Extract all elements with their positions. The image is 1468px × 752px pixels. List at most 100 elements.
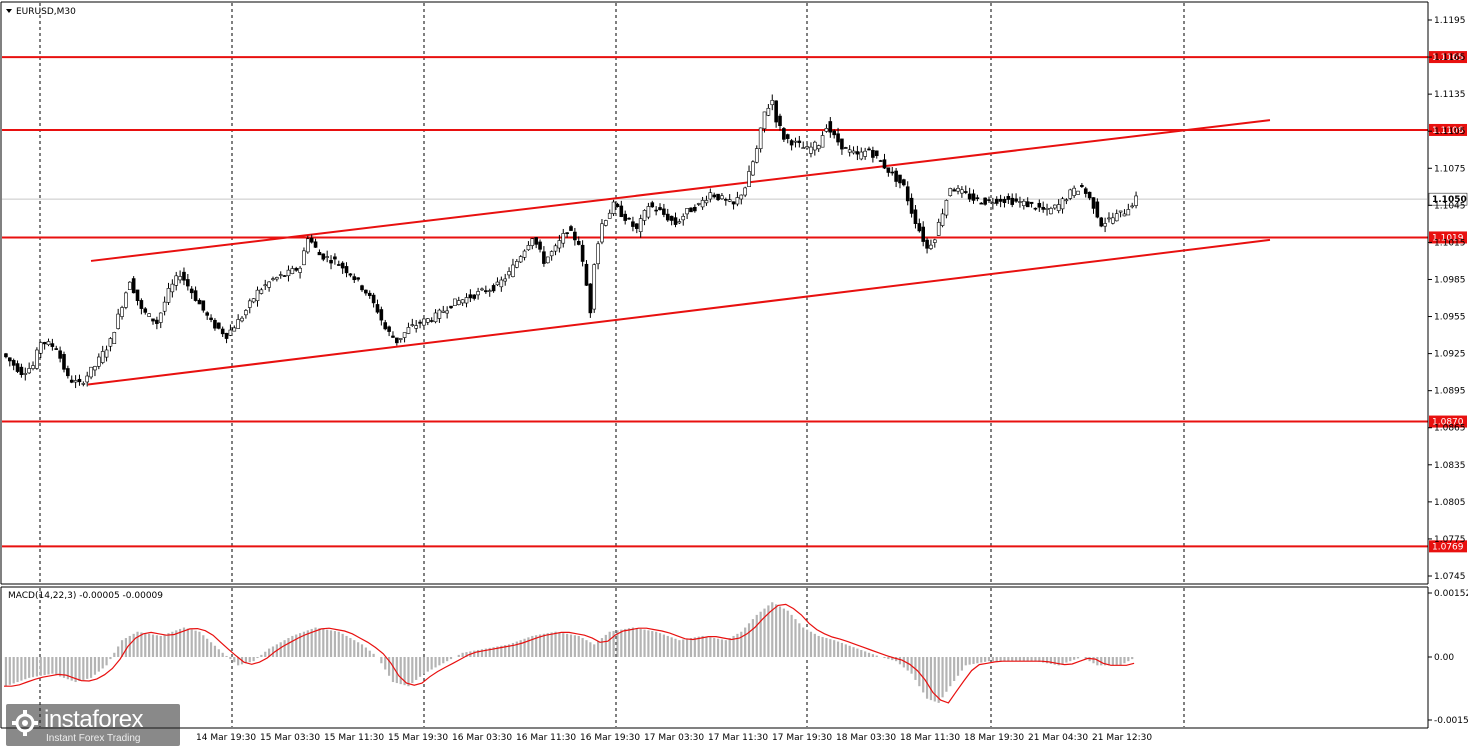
candle <box>321 253 326 262</box>
time-tick-label: 15 Mar 19:30 <box>388 733 448 743</box>
candle-body <box>898 174 902 184</box>
candle <box>367 290 372 299</box>
candle-body <box>460 299 465 304</box>
candle <box>263 279 268 290</box>
instaforex-logo: instaforex Instant Forex Trading <box>6 704 180 746</box>
candle-body <box>565 232 569 235</box>
candle-body <box>464 297 469 304</box>
candle <box>925 237 929 254</box>
candle <box>1068 188 1073 201</box>
candle-body <box>611 201 616 214</box>
candle-body <box>592 264 597 310</box>
candle-body <box>1049 208 1053 215</box>
candle <box>406 322 411 335</box>
candle <box>696 202 701 207</box>
candle-body <box>936 222 941 236</box>
candle-body <box>1010 197 1015 205</box>
candle-body <box>375 304 380 313</box>
candle-body <box>751 161 755 176</box>
candle <box>975 194 980 202</box>
candle-body <box>27 368 31 374</box>
candle-body <box>425 318 430 323</box>
candle <box>166 282 171 305</box>
candle-body <box>1130 205 1134 208</box>
candle <box>929 239 933 251</box>
candle-body <box>743 187 747 196</box>
candle-body <box>453 298 457 307</box>
candle-body <box>902 179 906 186</box>
candle <box>836 127 840 146</box>
candle-body <box>255 289 260 302</box>
candle-body <box>333 256 337 260</box>
candle <box>1006 193 1011 204</box>
candle <box>921 221 925 247</box>
candle-body <box>360 285 364 291</box>
time-tick-label: 18 Mar 19:30 <box>964 733 1024 743</box>
price-tick-label: 1.1195 <box>1434 16 1466 26</box>
level-label: 1.1019 <box>1432 233 1464 243</box>
candle <box>93 365 97 377</box>
candle <box>402 332 407 343</box>
candle <box>824 124 829 133</box>
candle-body <box>414 325 418 329</box>
candle <box>782 127 786 143</box>
candle <box>364 289 368 296</box>
candle-body <box>197 299 202 305</box>
candle <box>1099 216 1104 228</box>
time-tick-label: 18 Mar 11:30 <box>900 733 960 743</box>
candle <box>220 326 225 337</box>
candle <box>762 111 767 133</box>
candle-body <box>801 147 806 149</box>
candle <box>73 375 78 389</box>
candle-body <box>685 208 689 215</box>
candle-body <box>758 127 763 149</box>
candle-body <box>1103 223 1107 227</box>
candle-body <box>127 281 132 290</box>
candle-body <box>240 317 244 322</box>
candle <box>182 267 186 286</box>
candle-body <box>557 240 562 249</box>
candle-body <box>948 188 953 196</box>
candle <box>882 153 887 170</box>
macd-tick-label: 0.00152 <box>1434 589 1468 599</box>
candle <box>584 260 589 286</box>
candle <box>805 142 809 149</box>
candle-body <box>696 203 701 205</box>
candle-body <box>991 202 995 205</box>
candle <box>1083 186 1088 198</box>
candle-body <box>832 130 836 136</box>
time-tick-label: 17 Mar 19:30 <box>772 733 832 743</box>
candle-body <box>383 322 388 330</box>
level-label: 1.1165 <box>1432 53 1464 63</box>
candle-body <box>604 220 608 226</box>
candle-body <box>665 213 670 221</box>
candle <box>576 236 581 246</box>
candle <box>963 185 968 195</box>
candle-body <box>933 239 937 243</box>
candle <box>1111 212 1115 225</box>
candle-body <box>967 193 972 200</box>
candle-body <box>456 300 461 305</box>
candle <box>967 187 972 203</box>
candle-body <box>1087 191 1092 199</box>
candle-body <box>754 148 759 163</box>
candle <box>213 318 217 331</box>
candle-body <box>882 159 887 169</box>
candle-body <box>247 300 252 308</box>
time-tick-label: 15 Mar 03:30 <box>260 733 320 743</box>
candle-body <box>139 300 144 309</box>
current-price-tag-bg <box>1428 192 1468 206</box>
candle <box>178 270 182 284</box>
candle-body <box>809 146 813 154</box>
candle-body <box>418 321 422 324</box>
candle-body <box>774 100 778 123</box>
candle <box>933 238 937 248</box>
candle-body <box>650 202 655 208</box>
candle <box>31 361 35 371</box>
candle <box>863 147 867 160</box>
candle-body <box>673 217 678 225</box>
price-tick-label: 1.1015 <box>1434 238 1466 248</box>
candle <box>511 258 515 278</box>
candle <box>329 255 333 270</box>
